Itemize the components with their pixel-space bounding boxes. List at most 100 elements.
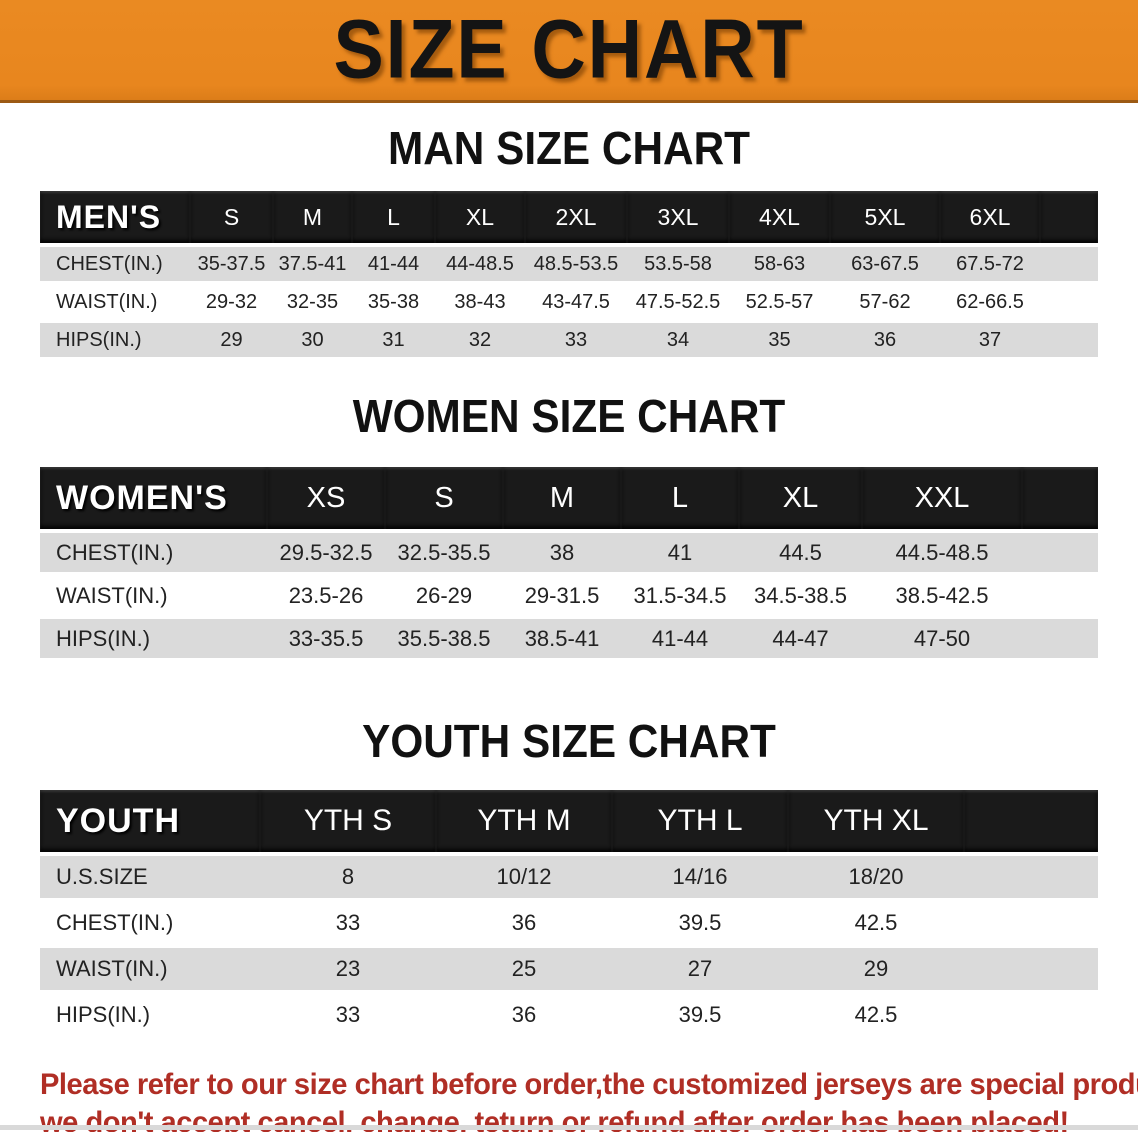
measurement-label: WAIST(IN.) xyxy=(40,948,260,990)
measurement-label: CHEST(IN.) xyxy=(40,247,190,281)
size-value-cell: 29 xyxy=(190,323,273,357)
size-value-cell: 47-50 xyxy=(862,619,1022,658)
table-row: WAIST(IN.) 29-32 32-35 35-38 38-43 43-47.5 47.… xyxy=(40,285,1098,319)
size-value-cell: 36 xyxy=(830,323,940,357)
youth-section-heading: YOUTH SIZE CHART xyxy=(362,715,776,767)
size-value-cell: 23.5-26 xyxy=(267,576,385,615)
size-value-cell: 36 xyxy=(436,902,612,944)
size-value-cell: 27 xyxy=(612,948,788,990)
size-value-cell: 44-47 xyxy=(739,619,862,658)
table-row: HIPS(IN.) 33 36 39.5 42.5 xyxy=(40,994,1098,1036)
size-value-cell: 58-63 xyxy=(729,247,830,281)
size-value-cell: 32.5-35.5 xyxy=(385,533,503,572)
size-value-cell: 44.5-48.5 xyxy=(862,533,1022,572)
men-header-row: MEN'S S M L XL 2XL 3XL 4XL 5XL 6XL xyxy=(40,191,1098,243)
women-size-table: WOMEN'S XS S M L XL XXL CHEST(IN.) 29.5-32.5 32.5… xyxy=(40,463,1098,662)
size-column-header: L xyxy=(352,191,435,243)
size-value-cell: 44-48.5 xyxy=(435,247,525,281)
size-value-cell: 29-31.5 xyxy=(503,576,621,615)
size-value-cell: 31 xyxy=(352,323,435,357)
size-column-header: XS xyxy=(267,467,385,529)
size-value-cell: 37.5-41 xyxy=(273,247,352,281)
filler-cell xyxy=(1040,247,1098,281)
filler-cell xyxy=(964,994,1098,1036)
men-section-heading: MAN SIZE CHART xyxy=(387,122,751,174)
youth-size-table: YOUTH YTH S YTH M YTH L YTH XL U.S.SIZE 8 10/12… xyxy=(40,786,1098,1040)
size-value-cell: 38-43 xyxy=(435,285,525,319)
size-value-cell: 39.5 xyxy=(612,902,788,944)
filler-cell xyxy=(964,856,1098,898)
size-value-cell: 30 xyxy=(273,323,352,357)
size-value-cell: 14/16 xyxy=(612,856,788,898)
filler-cell xyxy=(1022,576,1098,615)
size-column-header: 3XL xyxy=(627,191,729,243)
size-value-cell: 42.5 xyxy=(788,902,964,944)
size-value-cell: 29 xyxy=(788,948,964,990)
size-column-header: S xyxy=(190,191,273,243)
size-column-header: YTH S xyxy=(260,790,436,852)
size-value-cell: 33 xyxy=(260,902,436,944)
size-value-cell: 35-38 xyxy=(352,285,435,319)
banner: SIZE CHART xyxy=(0,0,1138,103)
size-value-cell: 53.5-58 xyxy=(627,247,729,281)
measurement-label: WAIST(IN.) xyxy=(40,285,190,319)
size-column-header: 4XL xyxy=(729,191,830,243)
filler-cell xyxy=(1022,619,1098,658)
size-value-cell: 33 xyxy=(260,994,436,1036)
measurement-label: CHEST(IN.) xyxy=(40,902,260,944)
size-value-cell: 41 xyxy=(621,533,739,572)
size-value-cell: 52.5-57 xyxy=(729,285,830,319)
men-table: MEN'S S M L XL 2XL 3XL 4XL 5XL 6XL CHEST(IN.) 35-37… xyxy=(40,187,1098,361)
youth-header-row: YOUTH YTH S YTH M YTH L YTH XL xyxy=(40,790,1098,852)
bottom-strip xyxy=(0,1125,1138,1130)
men-size-table: MEN'S S M L XL 2XL 3XL 4XL 5XL 6XL CHEST(IN.) 35-37… xyxy=(40,187,1098,361)
size-value-cell: 36 xyxy=(436,994,612,1036)
size-value-cell: 34.5-38.5 xyxy=(739,576,862,615)
size-value-cell: 48.5-53.5 xyxy=(525,247,627,281)
table-row: WAIST(IN.) 23.5-26 26-29 29-31.5 31.5-34.5 34… xyxy=(40,576,1098,615)
measurement-label: HIPS(IN.) xyxy=(40,619,267,658)
size-column-header: 5XL xyxy=(830,191,940,243)
size-value-cell: 38.5-42.5 xyxy=(862,576,1022,615)
size-column-header: XL xyxy=(739,467,862,529)
size-value-cell: 32 xyxy=(435,323,525,357)
table-row: CHEST(IN.) 29.5-32.5 32.5-35.5 38 41 44.5 44.5… xyxy=(40,533,1098,572)
disclaimer-line-1: Please refer to our size chart before or… xyxy=(40,1068,1138,1101)
size-value-cell: 8 xyxy=(260,856,436,898)
size-column-header: YTH M xyxy=(436,790,612,852)
table-row: WAIST(IN.) 23 25 27 29 xyxy=(40,948,1098,990)
size-value-cell: 29-32 xyxy=(190,285,273,319)
size-value-cell: 25 xyxy=(436,948,612,990)
size-value-cell: 32-35 xyxy=(273,285,352,319)
filler-cell xyxy=(1040,323,1098,357)
size-column-header: 2XL xyxy=(525,191,627,243)
youth-header-label: YOUTH xyxy=(40,790,260,852)
measurement-label: HIPS(IN.) xyxy=(40,994,260,1036)
size-value-cell: 37 xyxy=(940,323,1040,357)
size-column-header: S xyxy=(385,467,503,529)
size-value-cell: 38.5-41 xyxy=(503,619,621,658)
size-value-cell: 35 xyxy=(729,323,830,357)
size-value-cell: 41-44 xyxy=(621,619,739,658)
youth-table: YOUTH YTH S YTH M YTH L YTH XL U.S.SIZE 8 10/12… xyxy=(40,786,1098,1040)
banner-title: SIZE CHART xyxy=(333,3,805,96)
size-value-cell: 39.5 xyxy=(612,994,788,1036)
measurement-label: CHEST(IN.) xyxy=(40,533,267,572)
filler-cell xyxy=(964,948,1098,990)
size-value-cell: 63-67.5 xyxy=(830,247,940,281)
table-row: HIPS(IN.) 33-35.5 35.5-38.5 38.5-41 41-44 44-… xyxy=(40,619,1098,658)
size-value-cell: 41-44 xyxy=(352,247,435,281)
measurement-label: HIPS(IN.) xyxy=(40,323,190,357)
filler-cell xyxy=(1040,191,1098,243)
size-column-header: XL xyxy=(435,191,525,243)
filler-cell xyxy=(964,902,1098,944)
size-value-cell: 47.5-52.5 xyxy=(627,285,729,319)
size-column-header: M xyxy=(503,467,621,529)
size-value-cell: 42.5 xyxy=(788,994,964,1036)
size-value-cell: 29.5-32.5 xyxy=(267,533,385,572)
size-value-cell: 35-37.5 xyxy=(190,247,273,281)
size-value-cell: 35.5-38.5 xyxy=(385,619,503,658)
filler-cell xyxy=(1040,285,1098,319)
size-value-cell: 23 xyxy=(260,948,436,990)
size-value-cell: 34 xyxy=(627,323,729,357)
